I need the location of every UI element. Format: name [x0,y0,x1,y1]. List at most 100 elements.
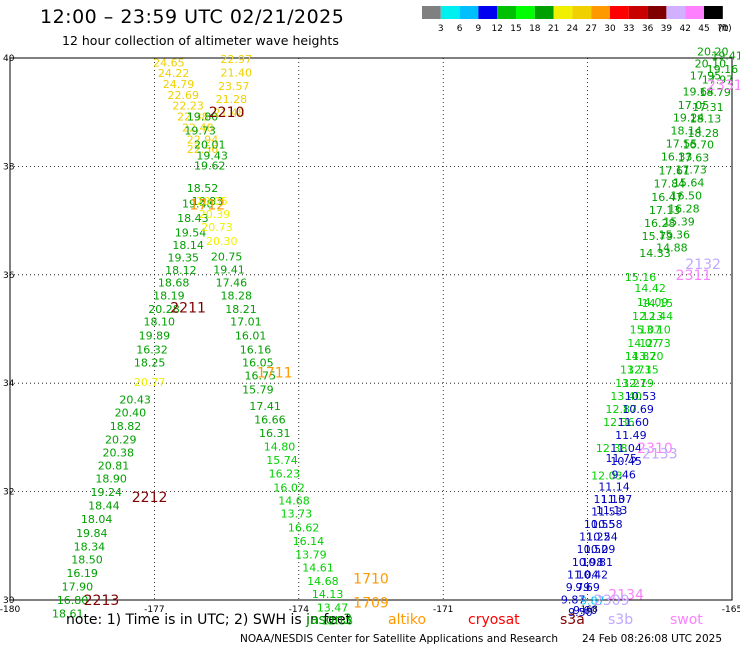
satellite-name-jason3: jason3 [306,612,353,628]
wave-height-value: 13.73 [281,507,313,520]
wave-height-value: 16.32 [136,344,168,357]
wave-height-value: 19.24 [673,112,705,125]
pass-time-label: 2210 [209,105,245,121]
wave-height-value: 24.65 [153,56,185,69]
legend-swatch [440,6,460,19]
legend-label: 18 [529,24,541,34]
wave-height-value: 19.62 [194,159,226,172]
wave-height-value: 20.30 [206,235,238,248]
wave-height-value: 18.10 [143,315,175,328]
wave-height-value: 13.10 [639,324,671,337]
wave-height-value: 18.44 [88,500,120,513]
wave-height-value: 12.38 [596,442,628,455]
wave-height-value: 19.41 [213,263,245,276]
legend-label: 12 [491,24,502,34]
wave-height-value: 16.28 [668,203,700,216]
wave-height-value: 13.27 [615,377,647,390]
wave-height-value: 19.35 [168,251,200,264]
wave-height-value: 17.90 [62,580,94,593]
wave-height-value: 15.39 [663,216,695,229]
wave-height-value: 16.02 [273,481,305,494]
wave-height-value: 18.68 [158,276,190,289]
legend-label: 9 [476,24,482,34]
pass-time-label: 1712 [190,197,226,213]
color-legend: 3 6 9 12 15 18 21 24 27 30 33 36 39 42 45 70 (ft) [422,6,732,40]
wave-height-value: 9.87 [580,595,605,608]
footer-note: note: 1) Time is in UTC; 2) SWH is in fe… [66,612,352,628]
wave-height-value: 20.05 [196,195,228,208]
legend-swatch [591,6,610,19]
wave-height-value: 22.97 [220,53,252,66]
wave-height-value: 17.84 [654,178,686,191]
wave-height-value: 17.46 [216,276,248,289]
wave-height-value: 24.22 [158,67,190,80]
wave-height-value: 22.23 [172,100,204,113]
x-tick-label: -174 [289,605,310,615]
legend-swatch [666,6,686,19]
wave-height-value: 16.75 [245,370,277,383]
wave-height-value: 10.58 [591,518,623,531]
wave-height-value: 19.43 [196,150,228,163]
wave-height-value: 18.61 [52,608,84,621]
y-tick-label: 38 [3,162,15,172]
legend-swatches: 3 6 9 12 15 18 21 24 27 30 33 36 39 42 45 70(ft) [422,6,732,34]
wave-height-value: 19.54 [175,227,207,240]
wave-height-value: 20.29 [105,434,137,447]
wave-height-value: 18.28 [220,289,252,302]
wave-height-value: 18.90 [95,473,127,486]
legend-label: 24 [567,24,579,34]
legend-swatch [704,6,723,19]
wave-height-value: 17.05 [678,99,710,112]
x-tick-label: -180 [0,605,20,615]
wave-height-value: 11.60 [618,416,650,429]
wave-height-value: 18.52 [187,182,219,195]
wave-height-value: 15.64 [673,177,705,190]
pass-time-label: 2133 [642,447,678,463]
wave-height-value: 14.80 [264,441,296,454]
legend-swatch [647,6,667,19]
y-tick-label: 36 [3,271,15,281]
pass-time-label: 1710 [353,571,389,587]
wave-height-value: 18.43 [177,212,209,225]
wave-height-value: 14.68 [278,494,310,507]
wave-height-value: 19.16 [707,63,739,76]
wave-height-value: 11.04 [567,569,599,582]
wave-height-value: 11.13 [594,493,626,506]
y-tick-label: 32 [3,488,14,498]
legend-label: 15 [510,24,521,34]
legend-swatch [685,6,704,19]
wave-height-value: 16.80 [57,594,89,607]
legend-label: 27 [585,24,596,34]
wave-height-value: 16.16 [240,344,272,357]
legend-label: 30 [604,24,616,34]
wave-height-value: 11.49 [615,429,647,442]
wave-height-value: 20.38 [103,447,135,460]
wave-height-value: 12.73 [639,337,671,350]
wave-height-value: 13.47 [317,602,349,615]
wave-height-value: 16.14 [293,535,325,548]
y-tick-label: 30 [3,596,15,606]
grid-lines [9,57,733,601]
wave-height-value: 13.20 [632,350,664,363]
wave-height-value: 10.69 [622,403,654,416]
wave-height-value: 18.21 [225,303,257,316]
wave-height-value: 16.05 [242,357,274,370]
wave-height-value: 16.50 [671,190,703,203]
wave-height-value: 18.50 [71,553,103,566]
satellite-name-swot: swot [670,612,703,628]
x-tick-label: -168 [577,605,598,615]
wave-height-value: 12.36 [603,416,635,429]
wave-height-value: 10.09 [584,543,616,556]
wave-height-value: 14.33 [639,247,671,260]
wave-height-value: 21.48 [213,107,245,120]
wave-height-value: 16.23 [269,468,301,481]
wave-height-value: 16.70 [683,139,715,152]
wave-height-value: 18.79 [699,86,731,99]
legend-swatch [534,6,554,19]
wave-height-value: 18.13 [690,113,722,126]
wave-height-value: 22.48 [182,121,214,134]
chart-subtitle: 12 hour collection of altimeter wave hei… [62,33,339,48]
wave-height-value: 14.88 [656,242,688,255]
wave-height-value: 22.38 [177,111,209,124]
wave-height-value: 14.68 [307,575,339,588]
